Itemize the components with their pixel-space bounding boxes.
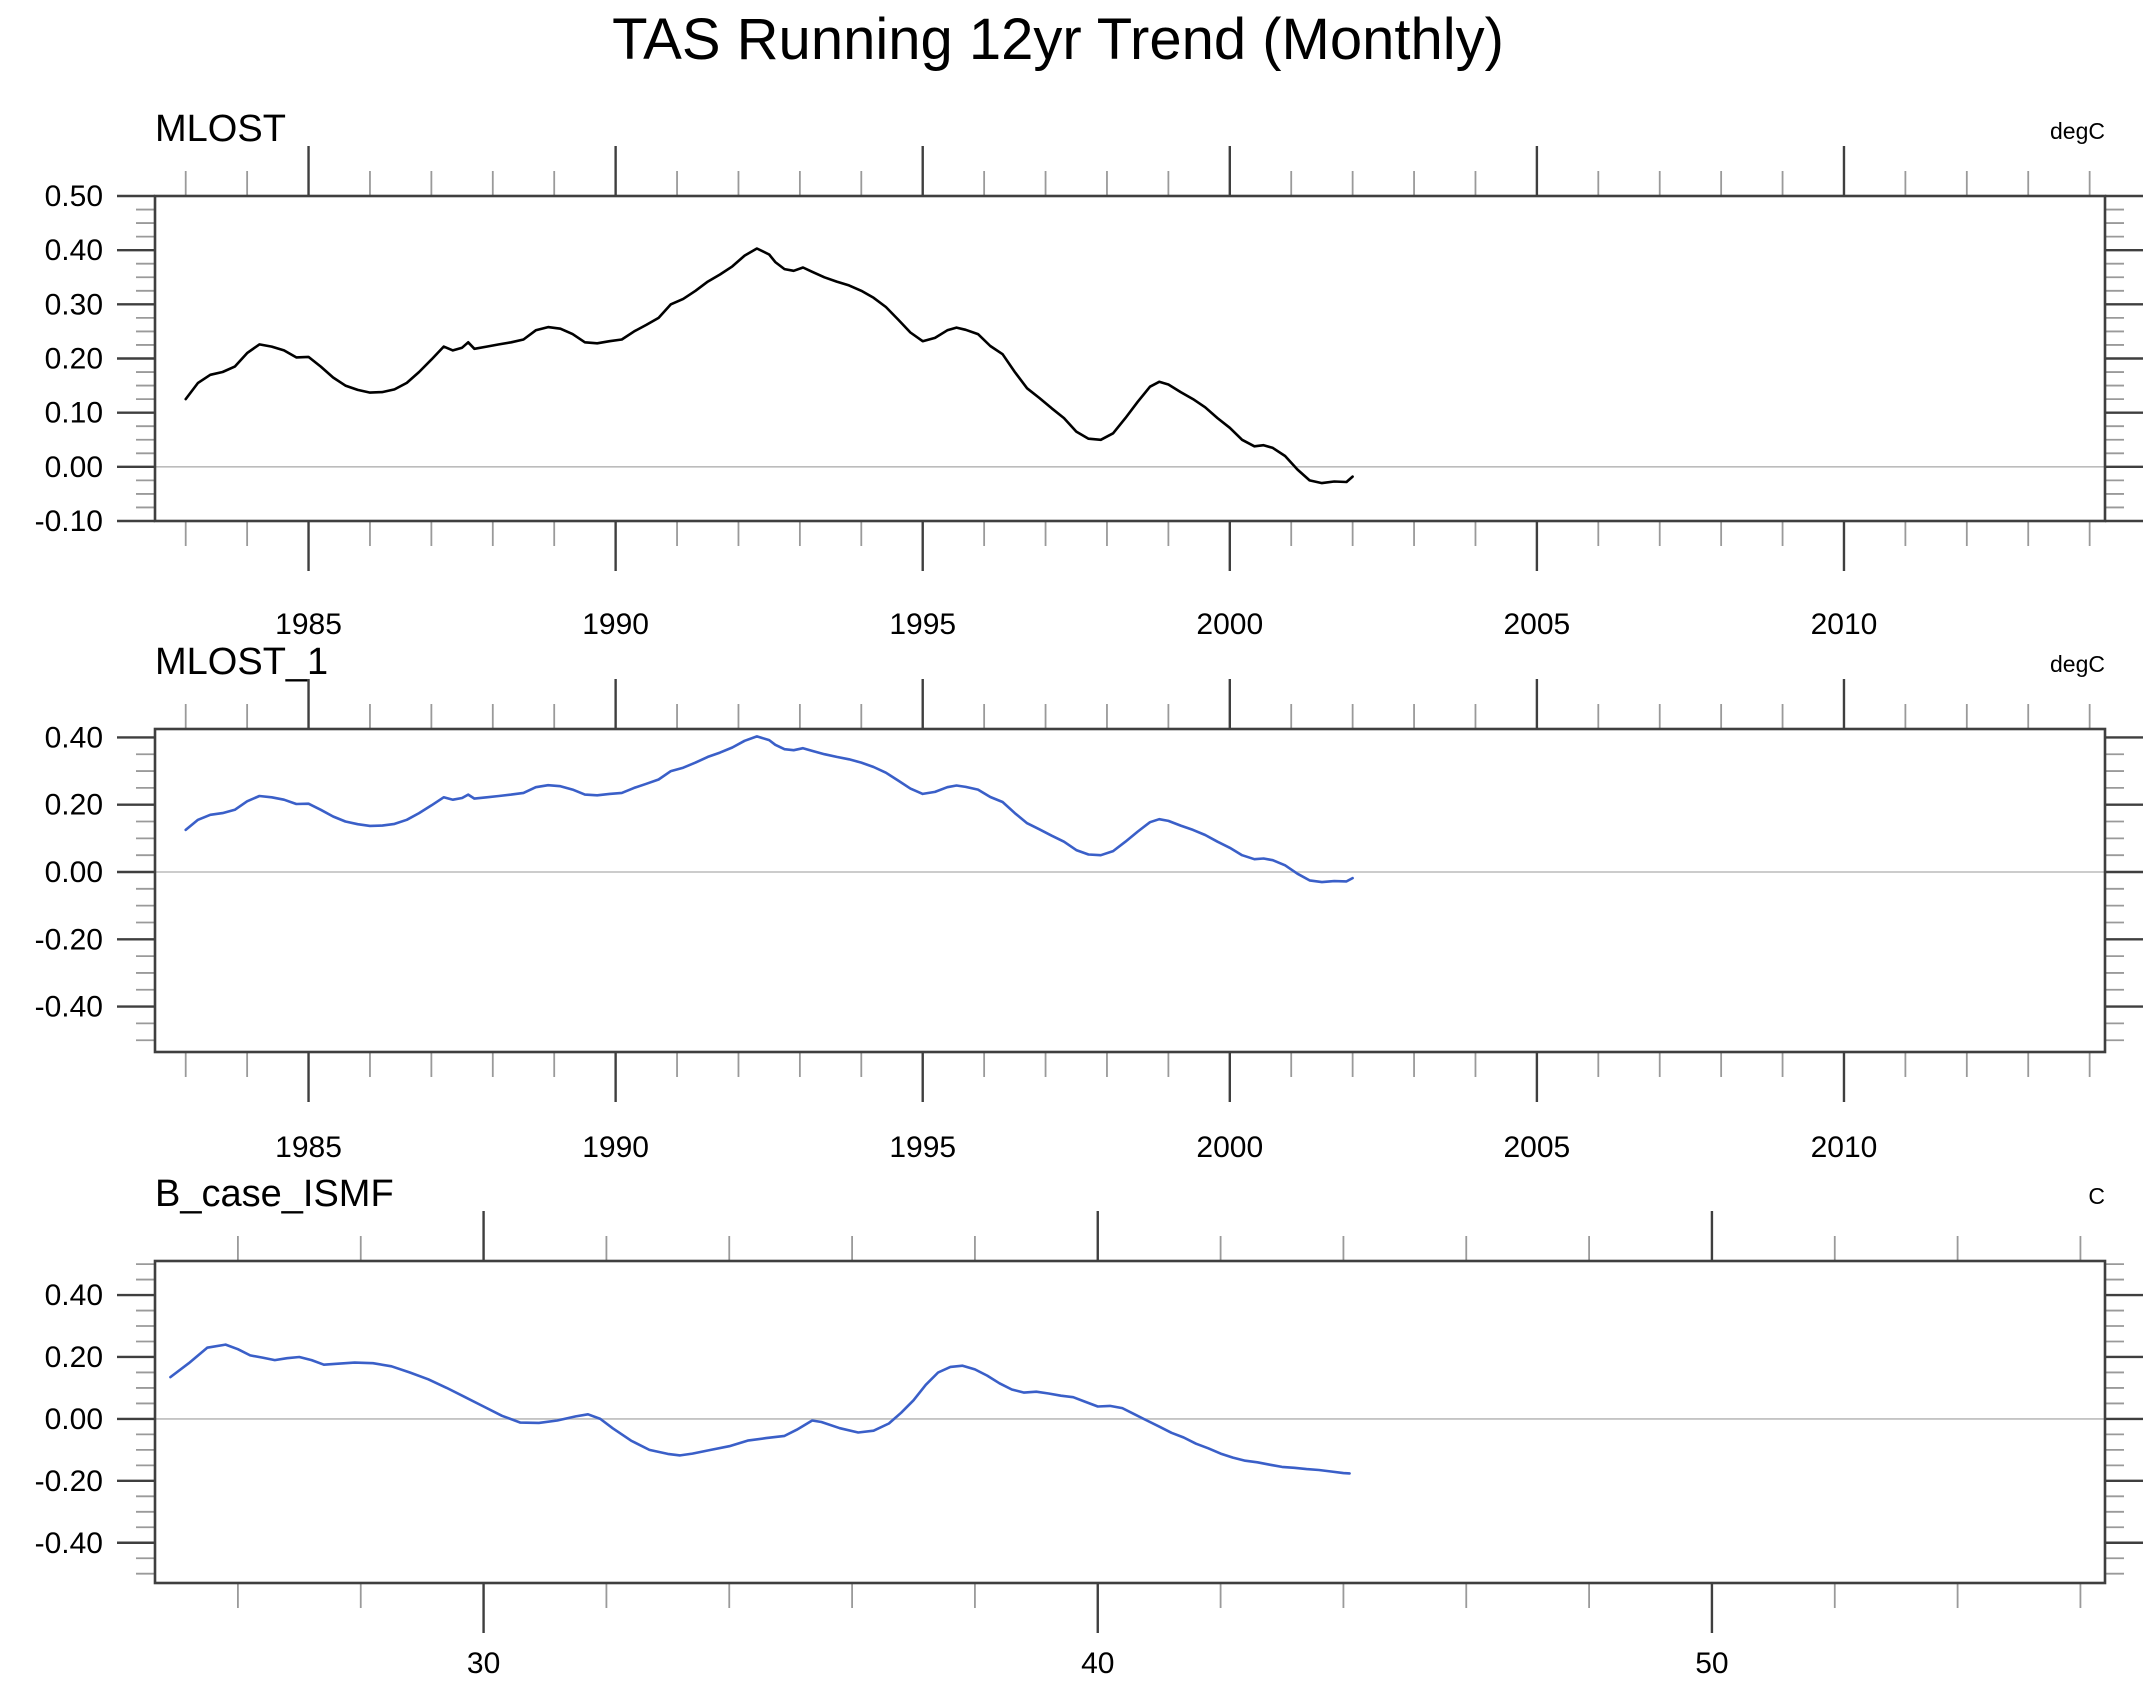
chart-line-b-case-ismf: [169, 1343, 1351, 1475]
y-tick-label: 0.40: [45, 721, 103, 754]
panel-unit-b-case-ismf: C: [2088, 1183, 2105, 1209]
x-tick-label: 2010: [1811, 608, 1878, 641]
y-tick-label: 0.30: [45, 288, 103, 321]
y-tick-label: 0.00: [45, 856, 103, 889]
x-tick-label: 1985: [275, 608, 342, 641]
panel-unit-mlost: degC: [2050, 118, 2105, 144]
x-tick-label: 2000: [1196, 1131, 1263, 1164]
chart-line-mlost: [184, 247, 1354, 485]
x-tick-label: 50: [1695, 1647, 1728, 1680]
plot-frame-mlost-1: [153, 727, 2107, 1054]
y-tick-label: -0.20: [35, 923, 103, 956]
x-tick-label: 1995: [889, 608, 956, 641]
x-tick-label: 2005: [1504, 1131, 1571, 1164]
x-tick-label: 1990: [582, 608, 649, 641]
y-tick-label: 0.00: [45, 451, 103, 484]
y-tick-label: 0.20: [45, 1341, 103, 1374]
plot-frame-b-case-ismf: [153, 1259, 2107, 1585]
y-tick-label: -0.20: [35, 1465, 103, 1498]
figure-title: TAS Running 12yr Trend (Monthly): [612, 7, 1504, 72]
x-tick-label: 30: [467, 1647, 500, 1680]
x-tick-label: 1990: [582, 1131, 649, 1164]
y-tick-label: 0.20: [45, 343, 103, 376]
x-tick-label: 2005: [1504, 608, 1571, 641]
y-tick-label: 0.00: [45, 1403, 103, 1436]
y-tick-label: -0.10: [35, 505, 103, 538]
plot-frame-mlost: [153, 194, 2107, 523]
x-tick-label: 40: [1081, 1647, 1114, 1680]
panel-title-mlost-1: MLOST_1: [155, 641, 329, 683]
x-tick-label: 2000: [1196, 608, 1263, 641]
y-tick-label: -0.40: [35, 1527, 103, 1560]
y-tick-label: 0.20: [45, 789, 103, 822]
panel-title-b-case-ismf: B_case_ISMF: [155, 1173, 394, 1215]
y-tick-label: 0.40: [45, 1279, 103, 1312]
panel-title-mlost: MLOST: [155, 108, 286, 150]
y-tick-label: -0.40: [35, 991, 103, 1024]
y-tick-label: 0.50: [45, 180, 103, 213]
x-tick-label: 1985: [275, 1131, 342, 1164]
panel-unit-mlost-1: degC: [2050, 651, 2105, 677]
y-tick-label: 0.40: [45, 234, 103, 267]
x-tick-label: 1995: [889, 1131, 956, 1164]
chart-line-mlost-1: [184, 735, 1354, 884]
x-tick-label: 2010: [1811, 1131, 1878, 1164]
y-tick-label: 0.10: [45, 397, 103, 430]
